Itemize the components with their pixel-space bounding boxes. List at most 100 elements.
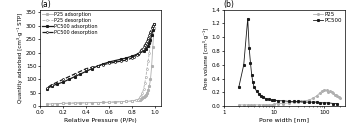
PC500 adsorption [101,63,105,65]
P25 desorption [137,98,141,100]
P25 adsorption [67,102,71,104]
PC500 desorption [151,25,155,27]
P25 desorption [142,88,146,90]
PC500 [296,101,300,102]
PC500 desorption [90,67,94,68]
P25 [281,103,285,104]
PC500 [322,102,326,104]
P25 adsorption [118,101,122,103]
PC500 desorption [84,68,88,70]
P25 [257,104,261,106]
PC500 [252,86,256,88]
PC500 desorption [113,61,117,63]
PC500 adsorption [124,57,128,59]
PC500 [251,81,255,83]
P25 adsorption [150,65,154,67]
P25 adsorption [55,103,60,104]
PC500 desorption [145,40,149,42]
P25 adsorption [148,79,152,80]
P25 desorption [140,92,144,94]
PC500 [292,101,296,102]
X-axis label: Pore width [nm]: Pore width [nm] [259,118,309,123]
P25 adsorption [147,85,151,87]
P25 adsorption [143,95,147,97]
PC500 [335,103,339,104]
P25 [320,90,324,92]
P25 desorption [139,95,143,96]
PC500 adsorption [148,39,152,41]
P25 [276,103,280,104]
P25 [315,95,319,97]
P25 desorption [136,99,140,100]
PC500 adsorption [136,53,140,55]
PC500 [317,102,322,104]
PC500 desorption [142,46,146,47]
PC500 adsorption [95,65,100,67]
PC500 desorption [150,28,154,29]
P25 [335,95,339,97]
P25 desorption [144,76,148,78]
P25 [331,92,335,94]
P25 desorption [133,99,137,101]
P25 [267,104,271,106]
PC500 [331,103,335,104]
P25 [330,92,334,93]
Line: P25: P25 [238,89,340,106]
P25 desorption [130,100,134,102]
P25 adsorption [78,102,82,104]
PC500 [246,18,250,19]
P25 adsorption [72,102,77,104]
P25 adsorption [124,101,128,102]
Line: P25 adsorption: P25 adsorption [46,28,155,105]
PC500 desorption [61,79,65,80]
P25 adsorption [130,100,134,102]
P25 [272,103,276,105]
PC500 desorption [146,38,150,39]
P25 adsorption [152,28,156,29]
P25 desorption [151,29,155,31]
P25 desorption [147,52,151,53]
P25 adsorption [140,97,144,99]
PC500 adsorption [67,79,71,80]
Y-axis label: Pore volume [cm³·g⁻¹]: Pore volume [cm³·g⁻¹] [203,27,209,89]
PC500 [261,96,265,98]
P25 desorption [124,101,128,102]
P25 [307,99,311,101]
P25 [317,92,322,94]
PC500 desorption [139,49,143,51]
PC500 desorption [124,59,128,61]
PC500 [302,101,307,103]
PC500 [276,100,280,102]
Line: PC500 desorption: PC500 desorption [46,23,155,89]
P25 desorption [145,68,149,70]
PC500 [250,74,254,76]
PC500 adsorption [49,85,54,87]
PC500 adsorption [150,34,154,36]
P25 [287,102,291,104]
P25 [328,90,332,92]
P25 [237,104,241,106]
PC500 adsorption [147,42,151,44]
PC500 [287,101,291,102]
P25 [311,97,315,99]
PC500 [270,99,274,101]
P25 adsorption [49,103,54,105]
PC500 desorption [49,84,54,86]
PC500 [307,101,311,103]
P25 adsorption [107,101,111,103]
P25 [322,89,326,91]
Y-axis label: Quantity adsorbed [cm³·g⁻¹ STP]: Quantity adsorbed [cm³·g⁻¹ STP] [17,13,23,103]
P25 desorption [143,83,147,84]
PC500 desorption [118,60,122,62]
P25 [249,104,253,106]
PC500 [257,93,261,95]
P25 [337,96,341,97]
P25 [264,104,268,106]
P25 desorption [61,103,65,104]
P25 desorption [118,101,122,103]
Legend: P25 adsorption, P25 desorption, PC500 adsorption, PC500 desorption: P25 adsorption, P25 desorption, PC500 ad… [41,11,98,35]
P25 desorption [49,103,54,105]
P25 adsorption [113,101,117,103]
Text: (a): (a) [40,0,51,9]
PC500 [315,101,319,103]
